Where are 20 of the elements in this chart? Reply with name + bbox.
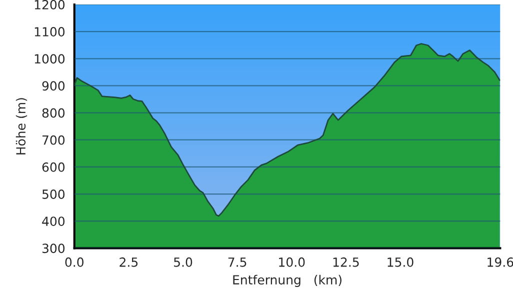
x-tick-label: 5.0 — [174, 257, 192, 267]
x-tick-label: 12.5 — [333, 257, 359, 267]
x-tick-label: 15.0 — [388, 257, 414, 267]
y-tick-label: 1100 — [34, 27, 65, 36]
y-tick-label: 900 — [42, 81, 65, 91]
x-tick-label: 0.0 — [65, 257, 84, 267]
x-tick-label: 10.0 — [279, 257, 305, 267]
x-axis-title: Entfernung (km) — [233, 274, 342, 287]
y-tick-label: 1000 — [34, 54, 65, 64]
y-axis-title: Höhe (m) — [16, 98, 28, 154]
y-tick-label: 1200 — [34, 0, 65, 10]
y-tick-label: 800 — [42, 108, 65, 118]
y-tick-label: 400 — [42, 216, 65, 226]
x-tick-label: 7.5 — [228, 258, 246, 267]
y-tick-label: 600 — [42, 162, 65, 172]
x-tick-label: 2.5 — [120, 257, 138, 267]
y-tick-label: 300 — [42, 244, 65, 254]
x-tick-label: 19.6 — [488, 257, 513, 267]
y-tick-label: 500 — [42, 189, 65, 199]
y-tick-label: 700 — [42, 135, 65, 145]
